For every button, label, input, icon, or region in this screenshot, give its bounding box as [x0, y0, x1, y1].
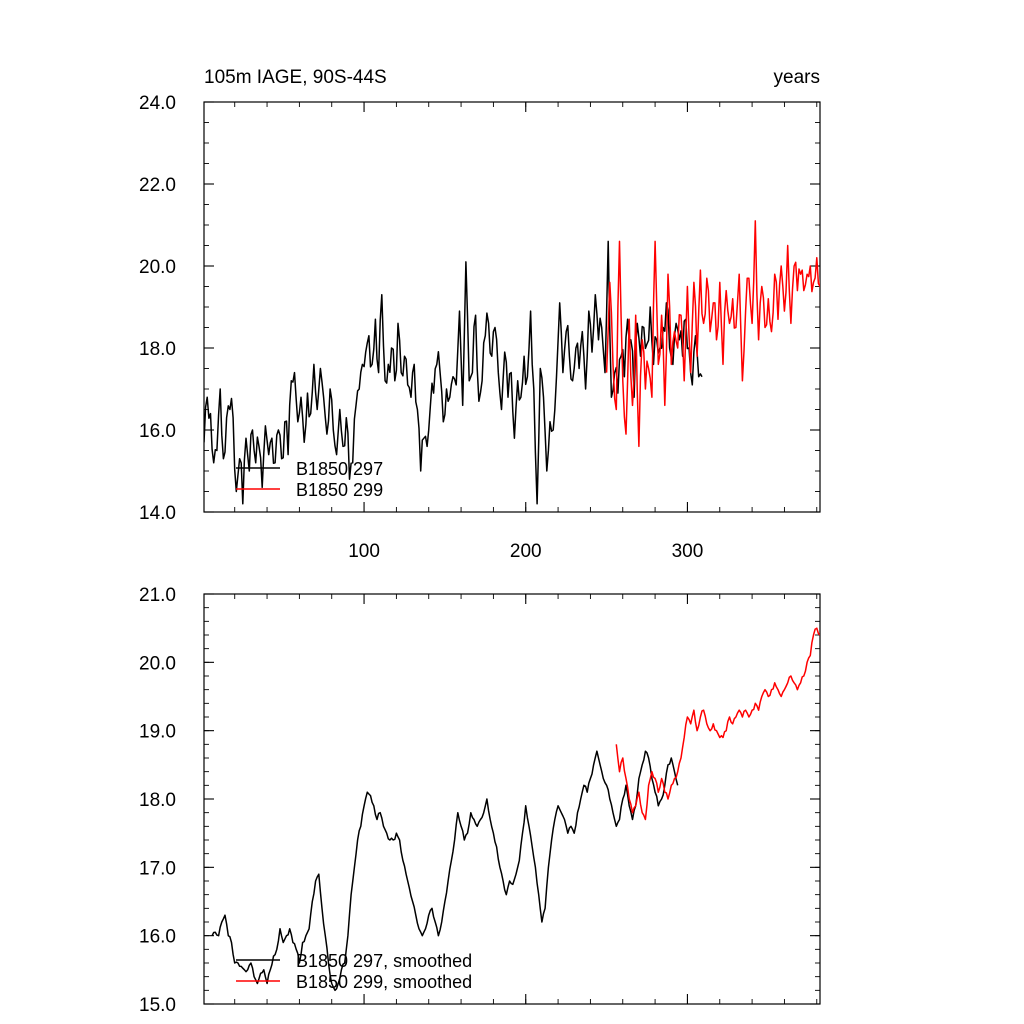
x-axis	[234, 594, 818, 1004]
y-tick-label: 16.0	[139, 927, 176, 948]
y-axis: 15.0 16.0 17.0 18.0 19.0 20.0 21.0	[139, 585, 820, 1016]
y-tick-label: 24.0	[139, 93, 176, 114]
y-tick-label: 19.0	[139, 722, 176, 743]
y-tick-label: 20.0	[139, 653, 176, 674]
y-tick-label: 16.0	[139, 421, 176, 442]
panel-raw: 14.0 16.0 18.0 20.0 22.0 24.0 100 200 300 B1850 2…	[139, 93, 821, 562]
y-tick-label: 15.0	[139, 995, 176, 1016]
legend-label: B1850 297	[296, 459, 383, 479]
x-tick-label: 200	[510, 541, 542, 562]
plot-frame	[203, 593, 821, 1005]
chart-title: 105m IAGE, 90S-44S	[204, 67, 387, 88]
y-tick-label: 17.0	[139, 858, 176, 879]
series-line-0	[211, 750, 679, 992]
x-tick-label: 300	[672, 541, 704, 562]
series-line-1	[615, 627, 820, 821]
legend-label: B1850 299	[296, 480, 383, 500]
chart-units-label: years	[774, 67, 820, 88]
x-axis: 100 200 300	[234, 102, 818, 562]
y-axis: 14.0 16.0 18.0 20.0 22.0 24.0	[139, 93, 820, 524]
y-tick-label: 18.0	[139, 790, 176, 811]
y-tick-label: 21.0	[139, 585, 176, 606]
y-tick-label: 22.0	[139, 175, 176, 196]
legend-label: B1850 299, smoothed	[296, 972, 472, 992]
series-line-1	[605, 220, 820, 448]
series-line-0	[204, 240, 703, 505]
y-tick-label: 20.0	[139, 257, 176, 278]
y-tick-label: 14.0	[139, 503, 176, 524]
legend-label: B1850 297, smoothed	[296, 951, 472, 971]
x-tick-label: 100	[348, 541, 380, 562]
panel-smoothed: 15.0 16.0 17.0 18.0 19.0 20.0 21.0 B1850 297, s…	[139, 585, 821, 1016]
y-tick-label: 18.0	[139, 339, 176, 360]
